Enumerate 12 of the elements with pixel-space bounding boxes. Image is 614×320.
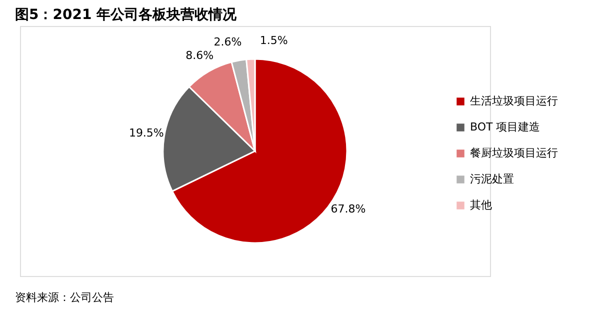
legend-label: 其他 bbox=[470, 198, 492, 212]
data-label: 19.5% bbox=[128, 126, 164, 140]
chart-title: 图5：2021 年公司各板块营收情况 bbox=[15, 7, 238, 23]
text: 资料来源：公司公告 bbox=[15, 291, 114, 304]
data-label: 67.8% bbox=[330, 202, 366, 216]
legend-label: BOT 项目建造 bbox=[470, 120, 540, 134]
data-label: 1.5% bbox=[260, 34, 288, 48]
data-label: 2.6% bbox=[214, 36, 242, 49]
legend-label: 生活垃圾项目运行 bbox=[470, 94, 558, 108]
data-label: 8.6% bbox=[186, 48, 214, 62]
legend-label: 餐厨垃圾项目运行 bbox=[470, 146, 558, 160]
legend-label: 污泥处置 bbox=[470, 172, 514, 186]
